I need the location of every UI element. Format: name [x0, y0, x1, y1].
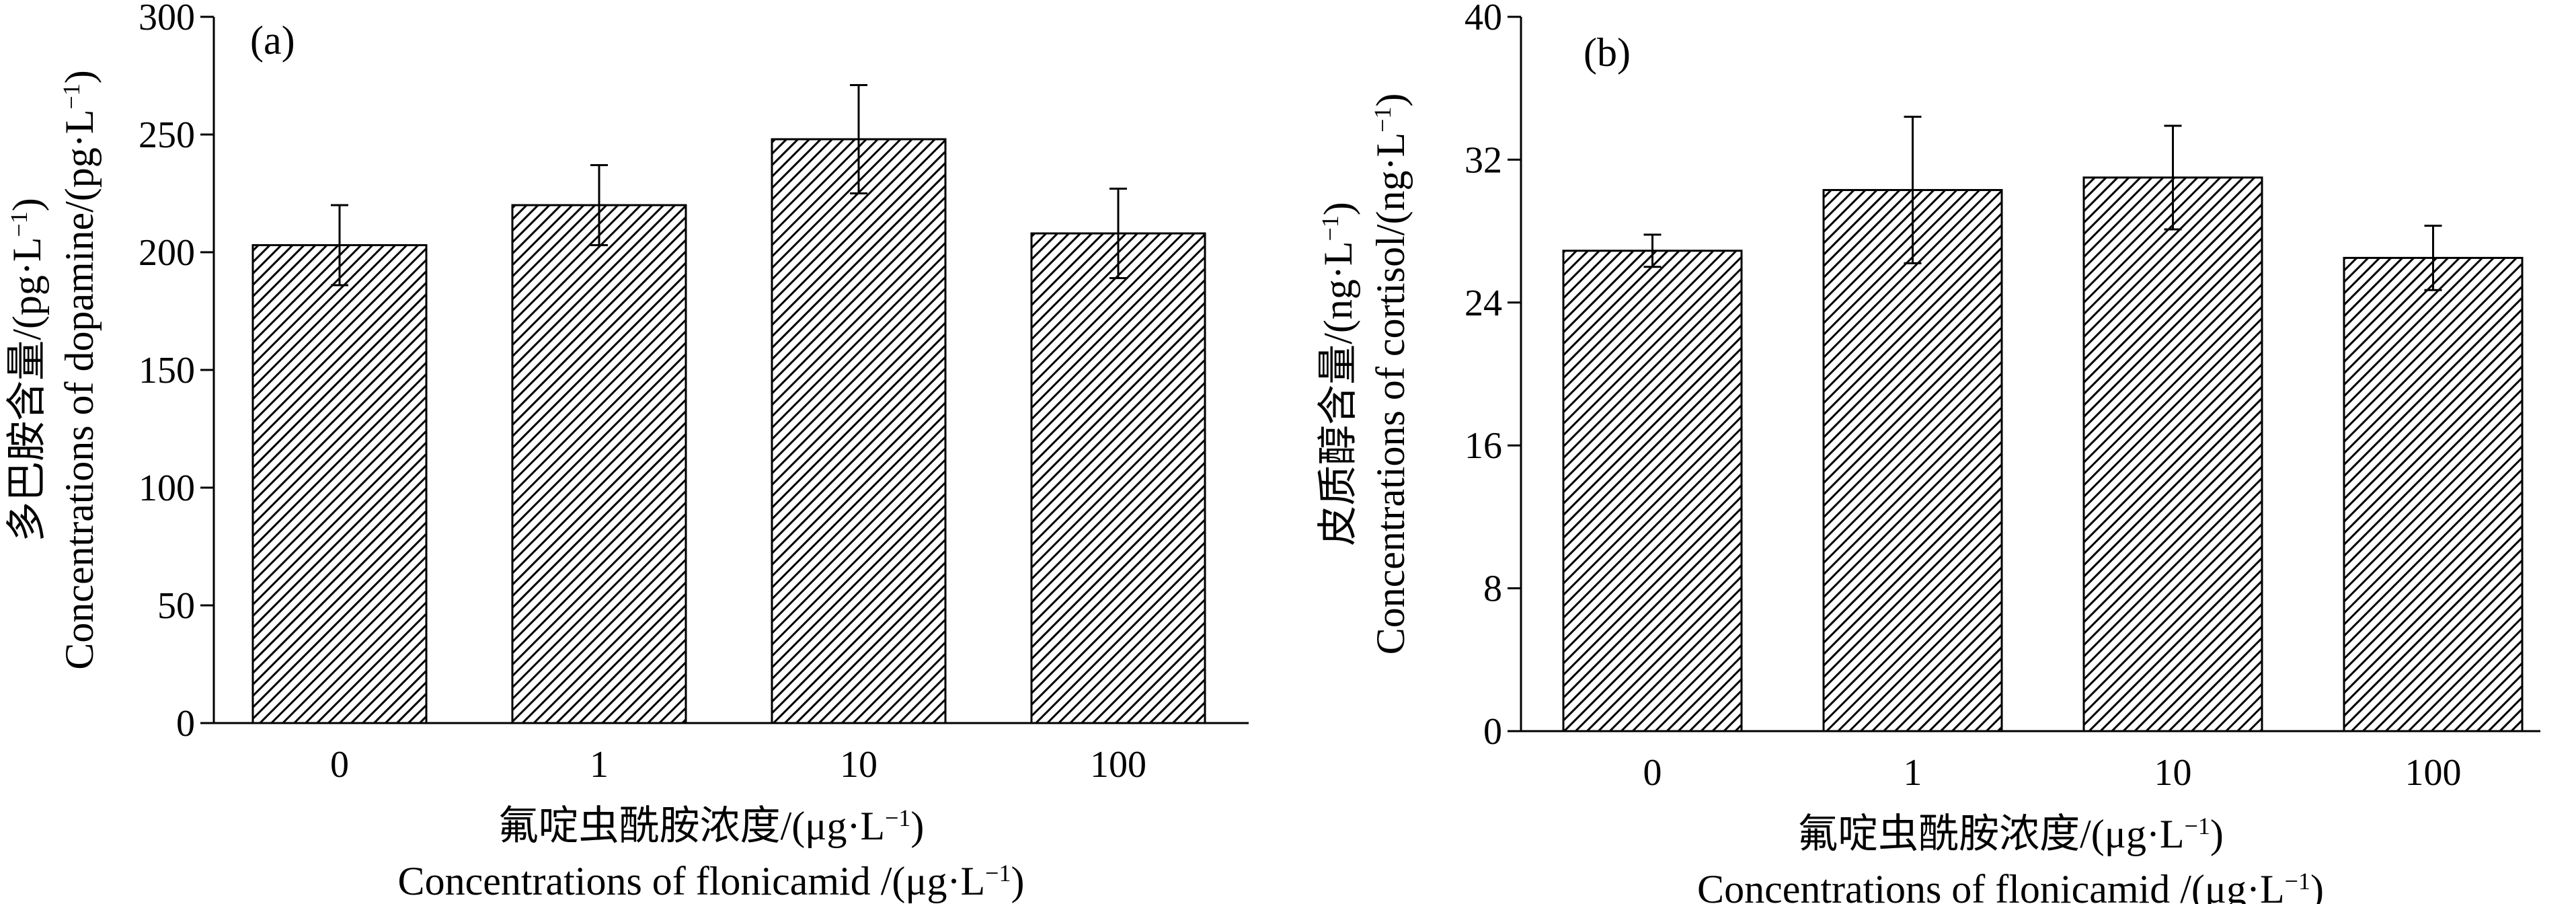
bar	[511, 204, 687, 724]
x-tick-label: 10	[840, 744, 877, 786]
bar	[251, 244, 428, 724]
x-tick-label: 0	[330, 744, 349, 786]
y-axis-title-en: Concentrations of dopamine/(pg·L−1)	[57, 70, 102, 669]
bar	[1562, 250, 1743, 732]
bar	[2082, 176, 2263, 732]
y-tick-label: 50	[157, 585, 195, 627]
bar	[1030, 232, 1206, 724]
y-tick-label: 24	[1465, 282, 1502, 324]
y-axis-title-zh: 皮质醇含量/(ng·L−1)	[1316, 202, 1360, 546]
x-tick-label: 0	[1643, 752, 1662, 794]
y-tick-label: 32	[1465, 139, 1502, 181]
y-tick-label: 16	[1465, 425, 1502, 467]
chart-panel-b: (b) 0 1 10 100 0 8 16 24 32 40 氟啶虫酰胺浓度/(μg·L−1) Conc…	[1316, 0, 2540, 904]
bar	[1822, 189, 2003, 732]
panel-label: (a)	[250, 18, 295, 63]
y-tick-label: 200	[139, 232, 195, 274]
x-tick-label: 100	[2405, 752, 2462, 794]
y-axis-title-en: Concentrations of cortisol/(ng·L−1)	[1368, 93, 1413, 655]
y-tick-label: 40	[1465, 0, 1502, 38]
chart-panel-a: (a) 0 1 10 100 0 50 100 150 200 250 300 氟啶虫酰胺浓度/(μg·…	[5, 0, 1249, 903]
bar	[771, 138, 947, 724]
x-tick-label: 10	[2154, 752, 2192, 794]
y-tick-label: 0	[1483, 711, 1502, 753]
x-axis-title-en: Concentrations of flonicamid /(μg·L−1)	[1697, 867, 2324, 904]
x-tick-label: 1	[1904, 752, 1922, 794]
x-tick-label: 100	[1090, 744, 1146, 786]
y-tick-label: 100	[139, 467, 195, 509]
y-tick-label: 250	[139, 114, 195, 156]
y-tick-label: 8	[1483, 568, 1502, 610]
y-axis-title-zh: 多巴胺含量/(pg·L−1)	[5, 198, 49, 542]
y-tick-label: 300	[139, 0, 195, 38]
x-tick-label: 1	[590, 744, 609, 786]
y-tick-label: 150	[139, 350, 195, 391]
panel-label: (b)	[1584, 30, 1631, 75]
x-axis-title-zh: 氟啶虫酰胺浓度/(μg·L−1)	[1797, 812, 2224, 856]
x-axis-title-zh: 氟啶虫酰胺浓度/(μg·L−1)	[498, 804, 925, 848]
y-tick-label: 0	[176, 703, 195, 745]
bar	[2343, 256, 2524, 732]
x-axis-title-en: Concentrations of flonicamid /(μg·L−1)	[398, 859, 1025, 903]
